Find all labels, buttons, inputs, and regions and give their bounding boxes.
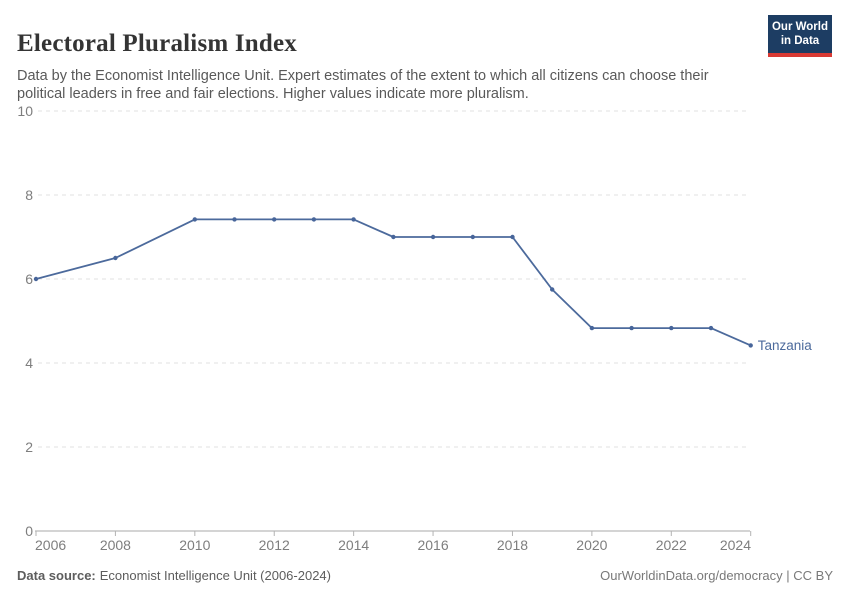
y-axis-label: 6: [25, 271, 33, 287]
entity-label[interactable]: Tanzania: [758, 338, 813, 353]
x-axis-label: 2012: [259, 537, 290, 553]
chart-footer: Data source: Economist Intelligence Unit …: [17, 568, 833, 583]
x-axis-label: 2014: [338, 537, 369, 553]
data-point: [629, 325, 634, 331]
y-axis-label: 2: [25, 439, 33, 455]
x-axis-label: 2022: [656, 537, 687, 553]
data-point: [708, 325, 714, 331]
owid-logo-line1: Our World: [771, 21, 828, 33]
data-point: [470, 234, 475, 240]
data-point: [550, 287, 555, 292]
data-point: [430, 234, 436, 240]
y-axis-label: 8: [25, 187, 33, 203]
data-point: [510, 234, 515, 240]
x-axis-label: 2020: [576, 537, 607, 553]
data-point: [351, 217, 356, 222]
data-point: [589, 325, 595, 331]
data-point: [33, 276, 39, 282]
x-axis-label: 2010: [179, 537, 210, 553]
data-point: [311, 217, 317, 222]
owid-url-link[interactable]: OurWorldinData.org/democracy | CC BY: [600, 568, 833, 583]
data-point: [192, 217, 197, 222]
data-point: [391, 234, 396, 240]
owid-logo-line2: in Data: [780, 35, 820, 48]
data-source-text: Economist Intelligence Unit (2006-2024): [99, 568, 331, 583]
data-point: [272, 217, 277, 222]
data-point: [669, 325, 674, 331]
page-title: Electoral Pluralism Index: [17, 29, 297, 57]
y-axis-label: 0: [25, 523, 33, 539]
data-point: [748, 343, 753, 348]
y-axis-label: 4: [25, 355, 33, 371]
chart-subtitle: Data by the Economist Intelligence Unit.…: [17, 67, 709, 102]
x-axis-label: 2016: [417, 537, 448, 553]
data-source-label: Data source:: [17, 568, 96, 583]
data-point: [113, 255, 118, 261]
owid-logo[interactable]: Our World in Data: [768, 15, 832, 57]
data-source: Data source: Economist Intelligence Unit …: [17, 568, 331, 583]
y-axis-label: 10: [17, 103, 33, 119]
data-point: [232, 217, 237, 222]
x-axis-label: 2018: [497, 537, 528, 553]
x-axis-label: 2006: [35, 537, 66, 553]
x-axis-label: 2008: [100, 537, 131, 553]
x-axis-label: 2024: [720, 537, 751, 553]
